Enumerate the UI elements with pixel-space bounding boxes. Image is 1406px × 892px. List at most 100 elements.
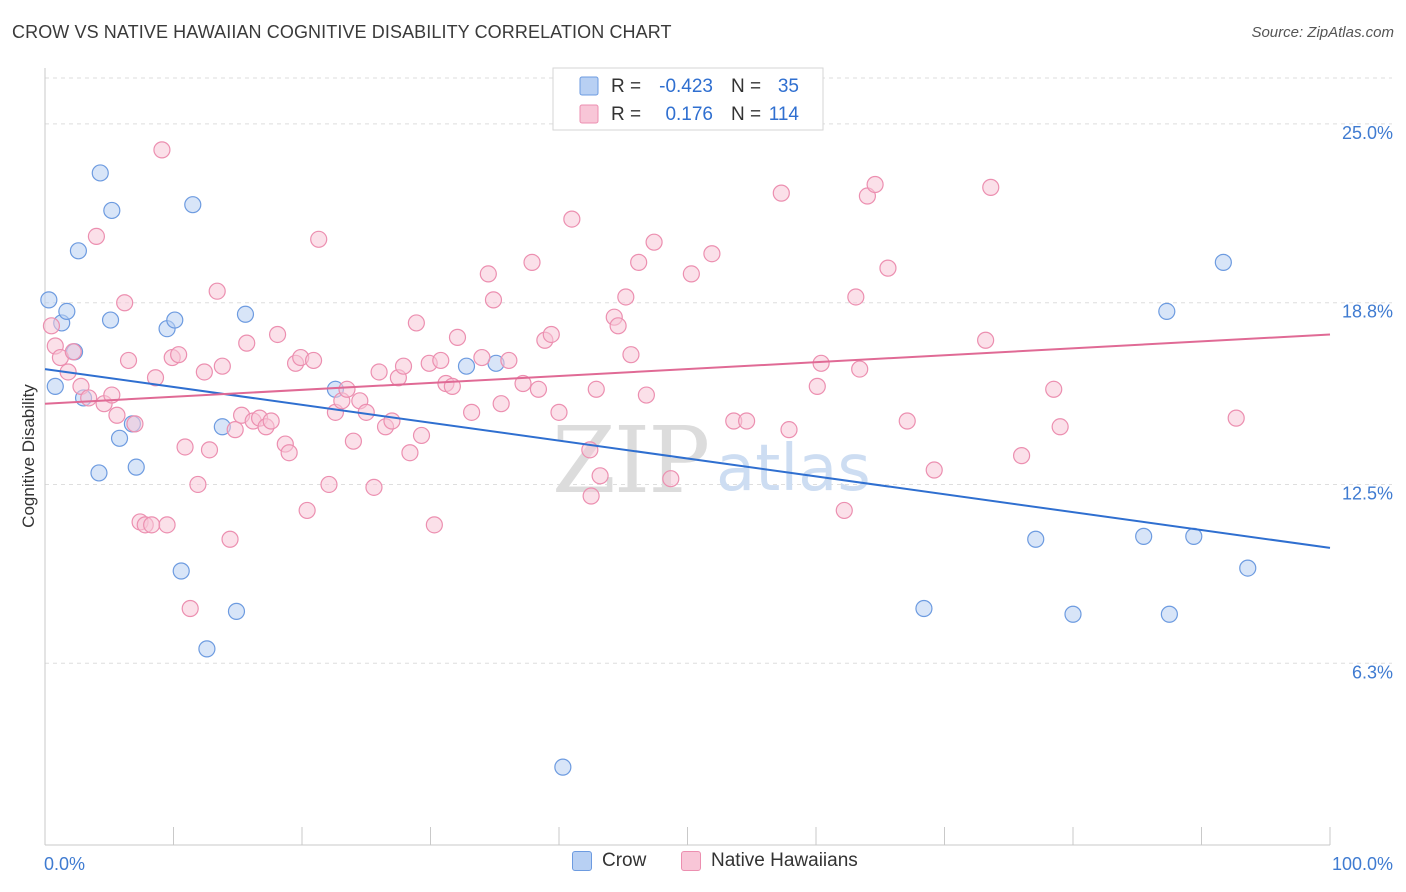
x-tick-labels: 0.0% 100.0% — [44, 854, 1393, 874]
legend-n-label-crow: N = — [731, 76, 761, 97]
native-hawaiian-point — [64, 343, 82, 361]
y-tick-label: 12.5% — [1342, 483, 1393, 503]
watermark-atlas: atlas — [716, 432, 871, 506]
crow-point — [1160, 605, 1178, 623]
native-hawaiian-point — [181, 599, 199, 618]
native-hawaiian-point — [189, 475, 207, 494]
native-hawaiian-point — [200, 441, 219, 459]
watermark: ZIP atlas — [552, 407, 871, 514]
native-hawaiian-point — [463, 403, 481, 421]
native-hawaiian-point — [310, 230, 328, 248]
native-hawaiian-point — [146, 369, 165, 387]
native-hawaiian-point — [977, 331, 995, 349]
y-tick-label: 25.0% — [1342, 123, 1393, 143]
legend-box: R = -0.423 N = 35 R = 0.176 N = 114 — [552, 67, 824, 131]
crow-point — [91, 164, 109, 182]
native-hawaiian-point — [370, 363, 388, 381]
native-hawaiian-point — [365, 478, 383, 496]
native-hawaiian-point — [176, 438, 194, 456]
crow-point — [90, 464, 108, 482]
native-hawaiian-point — [170, 346, 188, 364]
crow-point — [227, 602, 246, 620]
native-hawaiian-point — [492, 395, 510, 413]
native-hawaiian-point — [514, 374, 532, 393]
crow-point — [166, 311, 184, 329]
series-native-hawaiians-points — [42, 141, 1245, 618]
trend-lines — [44, 333, 1331, 549]
native-hawaiian-point — [617, 288, 635, 306]
y-tick-label: 6.3% — [1352, 662, 1393, 682]
crow-point — [1185, 527, 1203, 545]
native-hawaiian-point — [268, 325, 287, 344]
bottom-legend: Crow Native Hawaiians — [0, 850, 1406, 880]
native-hawaiian-point — [780, 421, 798, 439]
native-hawaiian-point — [637, 386, 655, 404]
x-tick-label-max: 100.0% — [1332, 854, 1393, 874]
native-hawaiian-trend-line — [44, 333, 1331, 405]
native-hawaiian-point — [682, 265, 700, 283]
native-hawaiian-point — [280, 444, 298, 462]
native-hawaiian-point — [338, 380, 356, 398]
bottom-legend-crow: Crow — [572, 850, 646, 872]
crow-point — [915, 599, 933, 618]
native-hawaiian-point — [221, 530, 239, 548]
legend-n-label-native-hawaiians: N = — [731, 104, 761, 125]
native-hawaiian-point — [262, 412, 280, 430]
native-hawaiian-point — [479, 265, 497, 283]
crow-point — [1239, 559, 1257, 577]
legend-r-label-native-hawaiians: R = — [611, 104, 641, 125]
crow-trend-line — [44, 368, 1331, 549]
native-hawaiian-point — [87, 227, 106, 246]
native-hawaiian-point — [80, 389, 98, 407]
crow-point — [40, 291, 58, 309]
native-hawaiian-point — [153, 141, 171, 159]
native-hawaiian-point — [812, 354, 830, 372]
crow-point — [1214, 253, 1232, 271]
native-hawaiian-point — [412, 426, 431, 445]
crow-point — [46, 377, 64, 395]
native-hawaiian-point — [630, 253, 648, 271]
native-hawaiian-point — [383, 412, 401, 430]
crow-point — [1135, 527, 1153, 545]
native-hawaiian-point — [320, 475, 338, 494]
native-hawaiian-point — [448, 328, 467, 346]
native-hawaiian-point — [238, 334, 256, 352]
legend-swatch-native-hawaiians — [579, 104, 599, 124]
native-hawaiian-point — [1045, 380, 1063, 398]
crow-point — [1158, 302, 1176, 320]
native-hawaiian-point — [563, 210, 581, 228]
native-hawaiian-point — [982, 178, 1000, 196]
native-hawaiian-point — [587, 380, 605, 398]
native-hawaiian-point — [213, 357, 231, 375]
native-hawaiian-point — [119, 351, 138, 370]
native-hawaiian-point — [1012, 447, 1031, 465]
native-hawaiian-point — [550, 403, 568, 421]
native-hawaiian-point — [407, 314, 425, 332]
bottom-legend-swatch-crow — [572, 851, 592, 871]
native-hawaiian-point — [851, 360, 869, 378]
crow-point — [58, 302, 76, 320]
legend-r-value-native-hawaiians: 0.176 — [665, 104, 713, 125]
native-hawaiian-point — [925, 461, 943, 479]
crow-point — [69, 242, 88, 260]
native-hawaiian-point — [344, 432, 362, 450]
native-hawaiian-point — [208, 282, 226, 300]
crow-point — [184, 196, 202, 214]
chart-title: CROW VS NATIVE HAWAIIAN COGNITIVE DISABI… — [12, 22, 672, 42]
gridlines — [45, 77, 1392, 664]
crow-point — [554, 758, 572, 776]
native-hawaiian-point — [847, 288, 865, 306]
native-hawaiian-point — [662, 470, 680, 488]
native-hawaiian-point — [425, 516, 443, 534]
crow-point — [1027, 530, 1045, 548]
native-hawaiian-point — [772, 184, 790, 202]
native-hawaiian-point — [42, 317, 61, 335]
source-label: Source: ZipAtlas.com — [1251, 24, 1394, 41]
crow-point — [103, 201, 121, 220]
bottom-legend-native-hawaiians: Native Hawaiians — [681, 850, 858, 872]
native-hawaiian-point — [738, 412, 756, 430]
native-hawaiian-point — [304, 351, 323, 370]
native-hawaiian-point — [703, 245, 721, 263]
native-hawaiian-point — [158, 516, 176, 534]
